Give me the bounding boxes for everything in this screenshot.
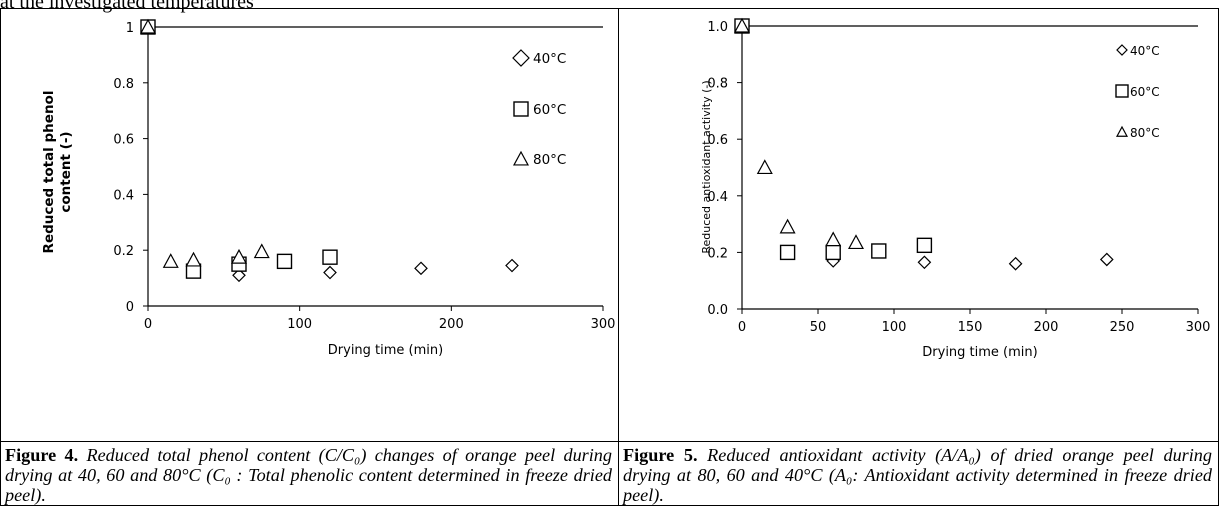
- chart-0-plot: 0 100 200 300 0 0.2 0.4 0.6 0.8 1 Drying time (min…: [41, 18, 616, 358]
- figure-4-caption-text: Reduced total phenol content (C/C₀) chan…: [5, 445, 612, 505]
- data-point-triangle: [756, 159, 773, 175]
- y-tick-label: 0.6: [707, 133, 728, 148]
- legend-marker-triangle: [512, 150, 530, 166]
- data-point-square: [825, 244, 841, 261]
- x-tick-label: 300: [591, 317, 616, 332]
- data-point-triangle: [162, 253, 179, 268]
- figure-5-caption-text: Reduced antioxidant activity (A/A₀) of d…: [623, 445, 1212, 505]
- y-axis-title: Reduced antioxidant activity (-): [700, 80, 713, 253]
- legend-label: 80°C: [1130, 126, 1160, 140]
- y-tick-label: 0.6: [113, 133, 134, 148]
- y-tick-label: 0.4: [707, 190, 728, 205]
- x-tick-label: 200: [439, 317, 464, 332]
- y-axis-title-line: Reduced total phenol: [41, 91, 57, 254]
- series-diamond: [141, 20, 519, 283]
- y-axis-title-line: content (-): [58, 131, 74, 212]
- data-point-square: [322, 249, 338, 265]
- data-point-square: [779, 244, 796, 261]
- y-tick-label: 0.2: [707, 246, 728, 261]
- y-tick-label: 1.0: [707, 20, 728, 35]
- y-tick-label: 0.0: [707, 303, 728, 318]
- data-point-diamond: [323, 265, 337, 280]
- y-tick-label: 0.8: [707, 77, 728, 92]
- data-point-triangle: [847, 234, 865, 250]
- y-tick-label: 0.2: [113, 244, 134, 259]
- figure-4-label: Figure 4.: [5, 445, 79, 465]
- figure-table: 0 100 200 300 0 0.2 0.4 0.6 0.8 1 Drying time (min…: [0, 8, 1219, 506]
- data-point-square: [916, 237, 933, 254]
- figure-5-chart: 0 50 100 150 200 250 300 0.0 0.2 0.4 0.6 0.8 1.0 Dryi…: [700, 17, 1211, 360]
- legend-marker-diamond: [512, 49, 530, 67]
- data-point-diamond: [917, 255, 932, 270]
- data-point-diamond: [505, 258, 519, 273]
- x-tick-label: 0: [738, 320, 746, 335]
- legend-marker-diamond: [1116, 44, 1128, 56]
- legend-label: 40°C: [1130, 44, 1160, 58]
- y-axis-title: Reduced total phenolcontent (-): [41, 91, 74, 254]
- x-tick-label: 100: [882, 320, 907, 335]
- x-tick-label: 200: [1034, 320, 1059, 335]
- x-tick-label: 50: [810, 320, 827, 335]
- data-point-diamond: [414, 261, 428, 276]
- figure-5-cell: 0 50 100 150 200 250 300 0.0 0.2 0.4 0.6 0.8 1.0 Dryi…: [618, 8, 1219, 442]
- y-tick-label: 0.8: [113, 77, 134, 92]
- data-point-triangle: [185, 251, 202, 267]
- data-point-triangle: [733, 17, 751, 33]
- data-point-square: [871, 243, 887, 259]
- figure-5-label: Figure 5.: [623, 445, 698, 465]
- legend-marker-square: [513, 101, 529, 117]
- data-point-diamond: [232, 268, 246, 283]
- x-tick-label: 100: [287, 317, 312, 332]
- data-point-triangle: [230, 248, 248, 264]
- figure-5-caption: Figure 5. Reduced antioxidant activity (…: [618, 441, 1219, 506]
- data-point-triangle: [779, 218, 796, 234]
- x-axis-title: Drying time (min): [922, 345, 1037, 360]
- legend-marker-triangle: [1115, 125, 1129, 137]
- legend-label: 80°C: [533, 152, 566, 168]
- figure-4-chart: 0 100 200 300 0 0.2 0.4 0.6 0.8 1 Drying time (min…: [41, 18, 616, 358]
- series-triangle: [733, 17, 865, 250]
- data-point-triangle: [825, 231, 842, 247]
- chart-1-plot: 0 50 100 150 200 250 300 0.0 0.2 0.4 0.6 0.8 1.0 Dryi…: [700, 17, 1211, 360]
- x-axis-title: Drying time (min): [328, 343, 443, 358]
- data-point-triangle: [253, 243, 270, 259]
- series-square: [140, 19, 338, 279]
- data-point-diamond: [1099, 252, 1114, 267]
- legend-label: 60°C: [1130, 85, 1160, 99]
- figure-4-caption: Figure 4. Reduced total phenol content (…: [0, 441, 619, 506]
- y-tick-label: 0: [126, 300, 134, 315]
- series-triangle: [139, 18, 270, 268]
- x-tick-label: 0: [144, 317, 152, 332]
- legend-label: 60°C: [533, 102, 566, 118]
- data-point-triangle: [139, 18, 157, 34]
- x-tick-label: 250: [1110, 320, 1135, 335]
- data-point-square: [276, 253, 293, 270]
- figure-4-cell: 0 100 200 300 0 0.2 0.4 0.6 0.8 1 Drying time (min…: [0, 8, 619, 442]
- legend-label: 40°C: [533, 51, 566, 67]
- y-tick-label: 1: [126, 21, 134, 36]
- data-point-diamond: [1008, 256, 1023, 271]
- x-tick-label: 150: [958, 320, 983, 335]
- x-tick-label: 300: [1186, 320, 1211, 335]
- legend-marker-square: [1115, 84, 1129, 98]
- series-square: [734, 18, 933, 261]
- y-tick-label: 0.4: [113, 188, 134, 203]
